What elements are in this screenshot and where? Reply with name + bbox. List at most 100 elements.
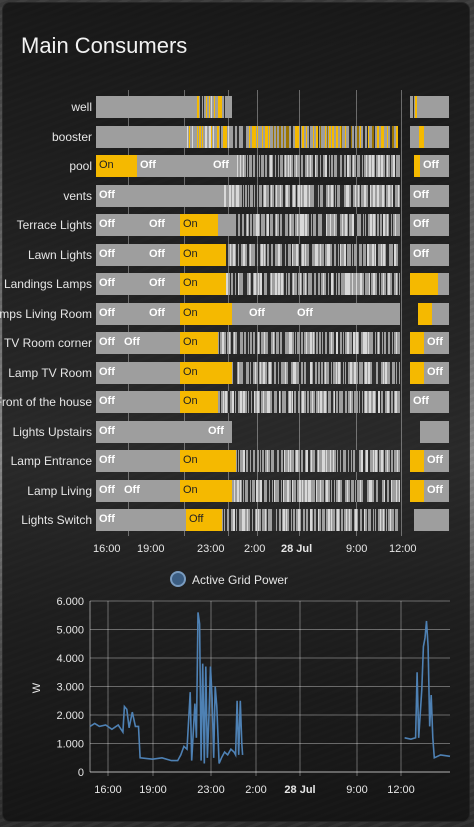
timeline-segment[interactable] xyxy=(414,509,449,531)
timeline-segment[interactable] xyxy=(226,243,400,266)
timeline-segment[interactable] xyxy=(222,184,400,207)
timeline-segment[interactable] xyxy=(410,450,424,472)
timeline-tick xyxy=(254,332,257,354)
timeline-segment[interactable] xyxy=(232,479,400,502)
timeline-segment[interactable] xyxy=(96,96,196,118)
timeline-segment[interactable]: On xyxy=(180,302,232,325)
timeline-segment[interactable]: Off xyxy=(424,332,449,354)
timeline-tick xyxy=(336,155,339,177)
timeline-tick xyxy=(338,450,341,472)
timeline-segment[interactable] xyxy=(412,96,418,118)
timeline-segment[interactable]: Off xyxy=(410,214,449,236)
timeline-segment[interactable] xyxy=(410,125,449,148)
timeline-segment[interactable]: Off xyxy=(410,243,449,266)
timeline-tick xyxy=(376,243,379,266)
timeline-row-label: vents xyxy=(63,188,92,203)
timeline-segment[interactable] xyxy=(232,302,246,325)
timeline-segment[interactable]: On xyxy=(180,273,226,295)
timeline-tick xyxy=(392,450,394,472)
timeline-segment[interactable] xyxy=(414,155,420,177)
timeline-tick xyxy=(252,509,255,531)
timeline-segment[interactable] xyxy=(419,125,424,148)
timeline-segment[interactable]: Off xyxy=(146,273,180,295)
timeline-tick xyxy=(381,184,384,207)
timeline-segment[interactable]: Off xyxy=(96,420,205,443)
timeline-x-tick: 16:00 xyxy=(93,543,121,555)
timeline-segment[interactable]: Off xyxy=(205,420,232,443)
timeline-segment[interactable] xyxy=(432,302,449,325)
timeline-segment[interactable] xyxy=(218,391,400,413)
timeline-segment[interactable] xyxy=(410,332,424,354)
timeline-tick xyxy=(257,391,260,413)
timeline-segment[interactable]: Off xyxy=(410,184,449,207)
timeline-segment[interactable]: On xyxy=(180,243,226,266)
timeline-segment[interactable] xyxy=(196,96,226,118)
timeline-tick xyxy=(390,509,392,531)
timeline-segment[interactable]: Off xyxy=(146,243,180,266)
timeline-segment[interactable] xyxy=(236,155,400,177)
timeline-segment[interactable] xyxy=(420,420,449,443)
timeline-segment[interactable] xyxy=(218,332,400,354)
timeline-segment[interactable]: Off xyxy=(96,302,146,325)
timeline-segment[interactable] xyxy=(96,125,186,148)
chart-legend[interactable]: Active Grid Power xyxy=(170,571,288,587)
timeline-segment[interactable]: Off xyxy=(424,479,449,502)
timeline-segment[interactable]: Off xyxy=(420,155,449,177)
timeline-segment[interactable] xyxy=(438,273,449,295)
timeline-segment[interactable]: Off xyxy=(96,214,146,236)
timeline-segment[interactable]: Off xyxy=(424,450,449,472)
timeline-segment[interactable]: Off xyxy=(96,450,180,472)
timeline-segment[interactable] xyxy=(226,96,232,118)
timeline-segment[interactable] xyxy=(420,96,449,118)
timeline-tick xyxy=(333,391,336,413)
timeline-segment[interactable] xyxy=(236,450,400,472)
timeline-segment[interactable] xyxy=(410,273,438,295)
timeline-segment[interactable]: Off xyxy=(96,332,121,354)
timeline-segment[interactable]: On xyxy=(180,479,232,502)
timeline-segment[interactable] xyxy=(218,214,236,236)
timeline-segment[interactable]: Off xyxy=(96,184,222,207)
timeline-segment[interactable]: On xyxy=(180,391,218,413)
timeline-segment[interactable] xyxy=(248,125,399,148)
timeline-segment[interactable] xyxy=(418,302,432,325)
timeline-segment[interactable]: Off xyxy=(96,509,186,531)
timeline-segment[interactable]: On xyxy=(96,155,137,177)
timeline-segment[interactable]: Off xyxy=(246,302,294,325)
timeline-tick xyxy=(269,214,271,236)
timeline-segment[interactable]: On xyxy=(180,214,218,236)
timeline-segment[interactable] xyxy=(236,214,400,236)
timeline-tick xyxy=(395,391,397,413)
timeline-segment[interactable]: Off xyxy=(294,302,400,325)
timeline-segment[interactable]: Off xyxy=(146,302,180,325)
timeline-tick xyxy=(365,450,368,472)
timeline-segment[interactable] xyxy=(232,125,248,148)
timeline-tick xyxy=(264,125,267,148)
timeline-segment[interactable]: On xyxy=(180,361,232,384)
timeline-segment[interactable] xyxy=(186,125,232,148)
timeline-segment[interactable]: Off xyxy=(424,361,449,384)
timeline-segment[interactable]: Off xyxy=(96,243,146,266)
timeline-segment[interactable]: Off xyxy=(137,155,210,177)
timeline-segment[interactable] xyxy=(410,361,424,384)
timeline-tick xyxy=(296,479,297,502)
timeline-segment[interactable]: Off xyxy=(96,273,146,295)
timeline-segment[interactable]: On xyxy=(180,450,236,472)
timeline-segment[interactable] xyxy=(410,479,424,502)
timeline-segment[interactable]: Off xyxy=(410,391,449,413)
timeline-tick xyxy=(308,479,311,502)
timeline-tick xyxy=(365,391,368,413)
timeline-segment[interactable]: Off xyxy=(96,479,121,502)
timeline-segment[interactable]: Off xyxy=(121,479,180,502)
timeline-segment[interactable]: Off xyxy=(96,391,180,413)
timeline-segment[interactable]: Off xyxy=(146,214,180,236)
timeline-segment[interactable] xyxy=(232,361,400,384)
timeline-segment[interactable]: Off xyxy=(121,332,180,354)
timeline-segment[interactable]: Off xyxy=(186,509,222,531)
timeline-segment[interactable] xyxy=(226,273,400,295)
timeline-segment[interactable]: On xyxy=(180,332,218,354)
timeline-state-label: On xyxy=(183,218,198,230)
timeline-segment[interactable]: Off xyxy=(96,361,180,384)
timeline-tick xyxy=(326,155,329,177)
timeline-segment[interactable]: Off xyxy=(210,155,236,177)
timeline-segment[interactable] xyxy=(222,509,400,531)
